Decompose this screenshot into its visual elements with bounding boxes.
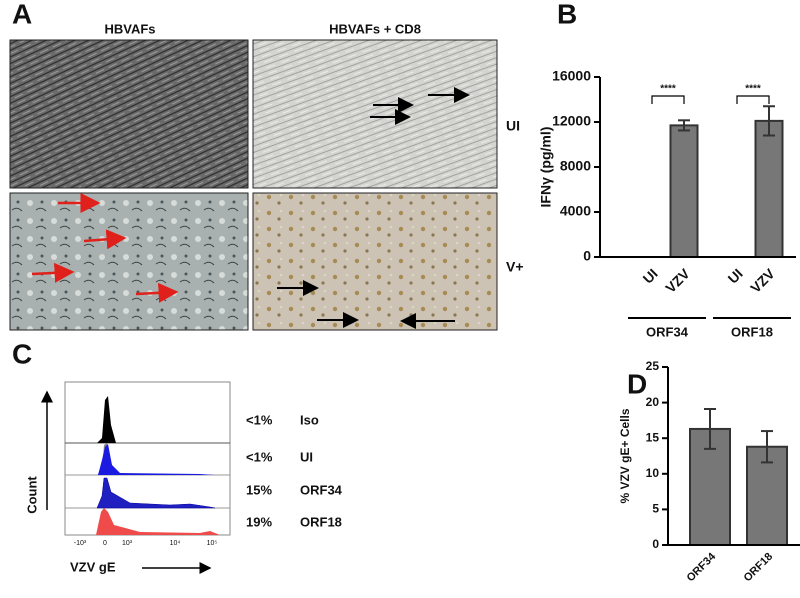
y-tick-label: 8000 [560,158,591,174]
sample-name: ORF18 [300,514,342,529]
column-header: HBVAFs + CD8 [329,21,421,36]
panel-letter: D [627,368,647,399]
micrograph [9,39,249,189]
x-tick-label: UI [640,265,661,286]
micrograph [9,192,249,331]
x-tick-label: 10⁴ [170,540,181,547]
histogram [96,477,216,509]
y-tick-label: 20 [646,395,660,409]
x-tick-label: VZV [747,265,778,296]
percent: <1% [246,412,273,427]
row-label: UI [506,118,520,134]
percent: <1% [246,449,273,464]
histogram [98,444,215,475]
group-label: ORF18 [731,324,773,339]
sample-name: Iso [300,412,319,427]
histogram [96,508,220,535]
y-axis-label: IFNγ (pg/ml) [538,127,554,208]
y-tick-label: 12000 [552,113,591,129]
significance-label: **** [745,84,761,95]
x-tick-label: VZV [662,265,693,296]
panel-letter: C [12,338,32,369]
panel-c: C -10³ 0 10³ 10⁴ 10⁵ Count VZV gE <1% Is… [12,338,343,574]
y-axis-label: Count [24,476,39,514]
y-tick-label: 16000 [552,68,591,84]
group-label: ORF34 [646,324,689,339]
panel-a: A HBVAFs HBVAFs + CD8 UI V+ [9,0,524,331]
y-tick-label: 5 [652,502,659,516]
significance-bracket [736,95,770,104]
y-tick-label: 10 [646,466,660,480]
significance-bracket [651,95,685,104]
y-tick-label: 0 [583,248,591,264]
y-tick-label: 4000 [560,203,591,219]
x-tick-label: 10³ [122,540,133,547]
x-tick-label: 10⁵ [207,540,218,547]
x-tick-label: 0 [103,540,107,547]
arrows [31,193,179,303]
column-header: HBVAFs [104,21,155,36]
x-tick-label: ORF34 [685,550,719,584]
percent: 19% [246,514,272,529]
panel-letter: B [557,0,577,29]
plot-frame [64,381,231,536]
micrograph [252,39,498,189]
x-axis-label: VZV gE [70,559,116,574]
x-tick-label: ORF18 [742,551,776,585]
x-tick-label: UI [725,265,746,286]
y-tick-label: 25 [646,359,660,373]
percent: 15% [246,482,272,497]
sample-name: UI [300,449,313,464]
bar [669,124,699,258]
arrows [277,87,470,329]
y-tick-label: 15 [646,430,660,444]
x-tick-label: -10³ [74,540,87,547]
micrograph [252,192,498,331]
bar [754,119,784,258]
significance-label: **** [660,84,676,95]
sample-name: ORF34 [300,482,343,497]
histogram [97,396,116,443]
panel-letter: A [12,0,32,29]
y-tick-label: 0 [652,537,659,551]
y-axis-label: % VZV gE+ Cells [618,408,632,503]
row-label: V+ [506,259,524,275]
